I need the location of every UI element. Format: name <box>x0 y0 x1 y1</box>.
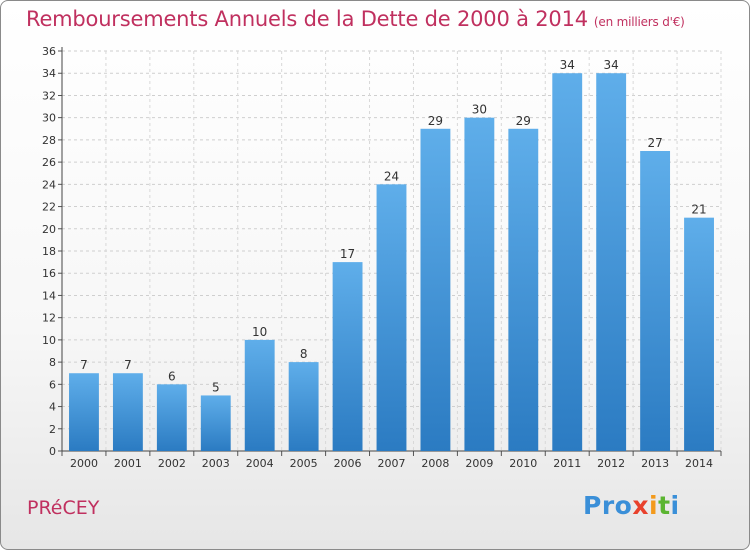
bar-2006 <box>332 262 363 451</box>
bar-2008 <box>420 128 451 451</box>
y-tick-label: 22 <box>42 201 56 214</box>
data-label-2013: 27 <box>647 136 662 150</box>
bar-2001 <box>112 373 143 451</box>
bar-2000 <box>69 373 99 451</box>
data-label-2007: 24 <box>384 169 399 183</box>
y-tick-label: 10 <box>42 334 56 347</box>
x-tick-label: 2007 <box>378 457 406 470</box>
bar-2003 <box>200 395 231 451</box>
x-tick-label: 2002 <box>158 457 186 470</box>
chart-subtitle: (en milliers d'€) <box>593 15 685 29</box>
y-tick-label: 2 <box>49 423 56 436</box>
y-tick-label: 0 <box>49 445 56 458</box>
x-tick-label: 2000 <box>70 457 98 470</box>
y-tick-label: 18 <box>42 245 56 258</box>
bar-2012 <box>596 73 627 451</box>
y-tick-label: 30 <box>42 112 56 125</box>
x-tick-label: 2001 <box>114 457 142 470</box>
y-tick-label: 20 <box>42 223 56 236</box>
x-tick-label: 2009 <box>465 457 493 470</box>
logo-letter: P <box>583 491 602 520</box>
bar-2007 <box>376 184 407 452</box>
data-label-2012: 34 <box>604 58 619 72</box>
x-tick-label: 2013 <box>641 457 669 470</box>
logo-letter: o <box>614 491 633 520</box>
logo-letter: t <box>658 491 671 520</box>
x-tick-label: 2014 <box>685 457 713 470</box>
place-name: PRéCEY <box>27 497 100 519</box>
y-tick-label: 24 <box>42 178 56 191</box>
x-tick-label: 2010 <box>509 457 537 470</box>
y-tick-label: 16 <box>42 267 56 280</box>
x-tick-label: 2004 <box>246 457 274 470</box>
bar-2009 <box>464 117 495 452</box>
data-label-2003: 5 <box>212 380 220 394</box>
y-tick-label: 12 <box>42 312 56 325</box>
bar-2013 <box>640 151 671 451</box>
data-label-2014: 21 <box>691 203 706 217</box>
chart-title-text: Remboursements Annuels de la Dette de 20… <box>26 7 588 31</box>
data-label-2000: 7 <box>80 358 88 372</box>
bar-2011 <box>552 73 583 451</box>
y-tick-label: 6 <box>49 378 56 391</box>
data-label-2009: 30 <box>472 103 487 117</box>
x-tick-label: 2012 <box>597 457 625 470</box>
y-tick-label: 34 <box>42 67 56 80</box>
proxiti-logo: Proxiti <box>583 491 680 520</box>
chart-title: Remboursements Annuels de la Dette de 20… <box>26 7 685 31</box>
x-tick-label: 2006 <box>334 457 362 470</box>
data-label-2005: 8 <box>300 347 308 361</box>
y-tick-label: 8 <box>49 356 56 369</box>
data-label-2008: 29 <box>428 114 443 128</box>
data-label-2001: 7 <box>124 358 132 372</box>
bar-2002 <box>156 384 187 451</box>
logo-letter: i <box>649 491 659 520</box>
y-tick-label: 32 <box>42 89 56 102</box>
data-label-2011: 34 <box>560 58 575 72</box>
data-label-2006: 17 <box>340 247 355 261</box>
x-tick-label: 2008 <box>421 457 449 470</box>
data-label-2004: 10 <box>252 325 267 339</box>
y-tick-label: 26 <box>42 156 56 169</box>
x-tick-label: 2003 <box>202 457 230 470</box>
x-tick-label: 2005 <box>290 457 318 470</box>
bar-2004 <box>244 339 275 451</box>
y-tick-label: 36 <box>42 45 56 58</box>
labels: 7 2000 7 2001 6 2002 5 2003 10 2004 8 2005 17 2006 24 2… <box>70 58 713 470</box>
y-tick-label: 14 <box>42 289 56 302</box>
bar-2014 <box>684 217 714 451</box>
bar-2010 <box>508 128 539 451</box>
x-tick-label: 2011 <box>553 457 581 470</box>
bars <box>69 73 714 452</box>
logo-letter: r <box>601 491 615 520</box>
data-label-2010: 29 <box>516 114 531 128</box>
y-tick-label: 4 <box>49 401 56 414</box>
logo-letter: x <box>632 491 649 520</box>
bar-2005 <box>288 362 319 451</box>
y-tick-label: 28 <box>42 134 56 147</box>
logo-letter: i <box>670 491 680 520</box>
data-label-2002: 6 <box>168 369 176 383</box>
